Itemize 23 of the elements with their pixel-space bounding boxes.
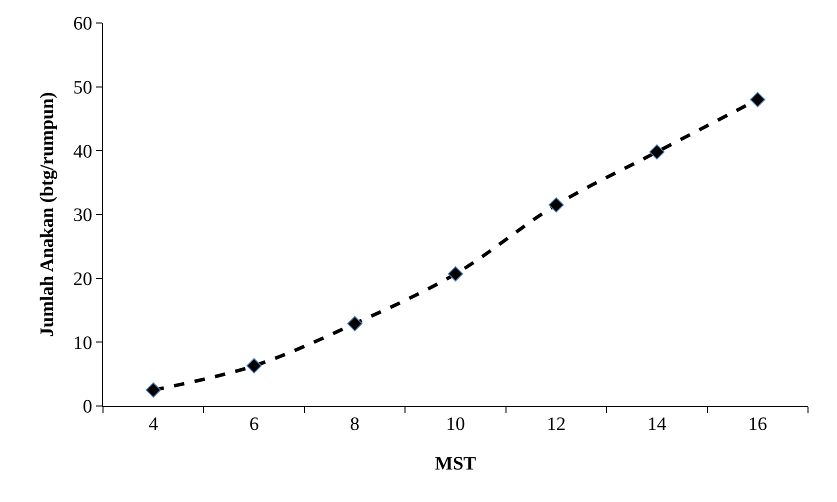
- x-tick-label: 8: [350, 414, 360, 435]
- x-tick-label: 12: [546, 414, 566, 435]
- point: [448, 266, 464, 282]
- x-tick-label: 10: [446, 414, 465, 435]
- x-tick-label: 6: [249, 414, 259, 435]
- y-tick-label: 20: [73, 268, 92, 290]
- point: [347, 316, 362, 332]
- point: [750, 92, 766, 108]
- point: [548, 197, 564, 213]
- x-tick-label: 4: [148, 414, 159, 435]
- point: [649, 144, 665, 160]
- x-tick-label: 14: [647, 414, 667, 435]
- point: [246, 358, 262, 374]
- x-axis-title: MST: [434, 454, 476, 475]
- y-tick-label: 60: [73, 14, 92, 35]
- y-tick-label: 30: [73, 205, 92, 226]
- point: [146, 382, 162, 398]
- x-tick-label: 16: [748, 414, 768, 435]
- y-tick-label: 0: [82, 396, 92, 418]
- y-axis-title: Jumlah Anakan (btg/rumpun): [37, 92, 58, 337]
- y-tick-label: 10: [73, 332, 92, 354]
- y-tick-label: 40: [73, 141, 92, 162]
- y-tick-label: 50: [73, 77, 92, 98]
